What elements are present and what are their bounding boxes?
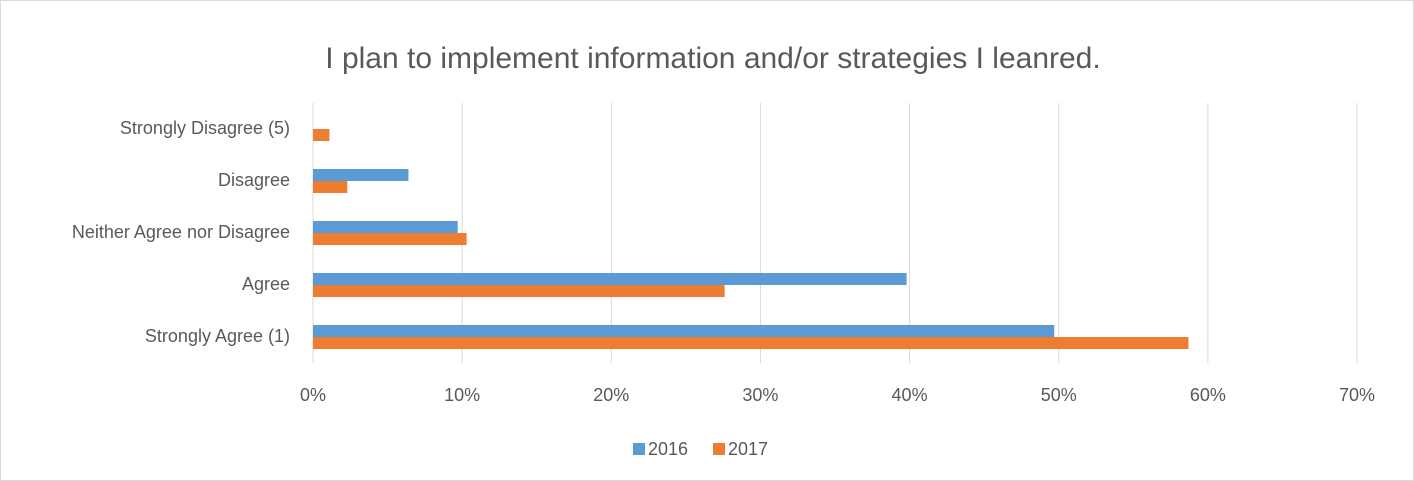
bar — [313, 285, 725, 297]
x-tick-label: 30% — [742, 385, 778, 405]
legend-swatch — [713, 443, 725, 455]
y-tick-label: Neither Agree nor Disagree — [72, 222, 290, 242]
bar — [313, 233, 467, 245]
y-tick-label: Strongly Agree (1) — [145, 326, 290, 346]
y-tick-label: Disagree — [218, 170, 290, 190]
y-tick-label: Strongly Disagree (5) — [120, 118, 290, 138]
bar — [313, 273, 907, 285]
x-tick-label: 40% — [892, 385, 928, 405]
chart-title: I plan to implement information and/or s… — [325, 42, 1100, 75]
bar — [313, 129, 330, 141]
bar — [313, 337, 1189, 349]
x-tick-label: 0% — [300, 385, 326, 405]
x-tick-label: 10% — [444, 385, 480, 405]
bar — [313, 221, 458, 233]
y-tick-label: Agree — [242, 274, 290, 294]
x-tick-label: 20% — [593, 385, 629, 405]
bar — [313, 325, 1055, 337]
bar — [313, 181, 348, 193]
bar — [313, 169, 409, 181]
legend-label: 2017 — [728, 439, 768, 459]
legend-label: 2016 — [648, 439, 688, 459]
x-tick-label: 70% — [1339, 385, 1375, 405]
legend-swatch — [633, 443, 645, 455]
x-tick-label: 50% — [1041, 385, 1077, 405]
x-tick-label: 60% — [1190, 385, 1226, 405]
